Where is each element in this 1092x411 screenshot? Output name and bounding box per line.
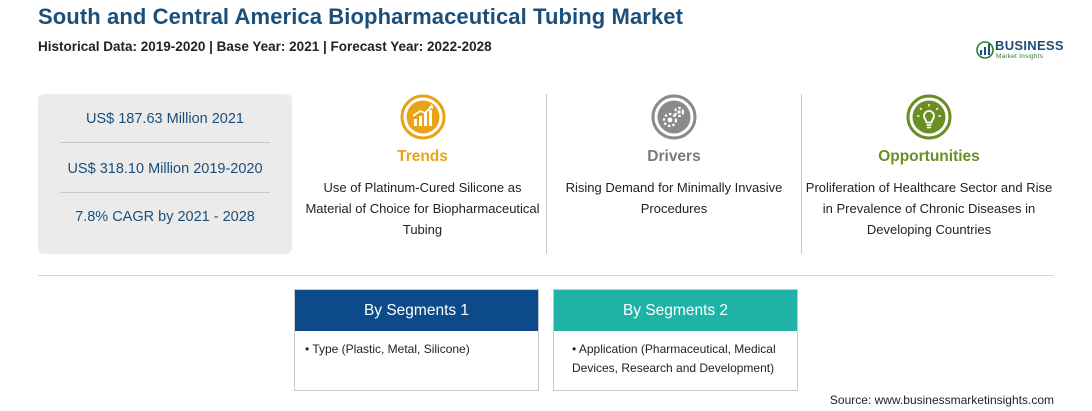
trends-text: Use of Platinum-Cured Silicone as Materi… bbox=[305, 180, 540, 237]
stat-divider bbox=[60, 142, 270, 143]
company-logo[interactable]: BUSINESS Market Insights bbox=[975, 38, 1065, 64]
logo-text-secondary: Market Insights bbox=[996, 53, 1044, 60]
market-stats-panel: US$ 187.63 Million 2021 US$ 318.10 Milli… bbox=[38, 94, 292, 254]
segment-2-heading: By Segments 2 bbox=[554, 290, 797, 331]
segment-card-1: By Segments 1 • Type (Plastic, Metal, Si… bbox=[294, 289, 539, 391]
page-subtitle: Historical Data: 2019-2020 | Base Year: … bbox=[38, 39, 492, 54]
opportunities-text: Proliferation of Healthcare Sector and R… bbox=[805, 180, 1053, 237]
opportunities-heading: Opportunities bbox=[878, 148, 980, 165]
opportunities-column: Opportunities Proliferation of Healthcar… bbox=[805, 94, 1053, 254]
logo-globe-icon bbox=[976, 41, 994, 59]
drivers-column: Drivers Rising Demand for Minimally Inva… bbox=[550, 94, 798, 254]
gears-icon bbox=[651, 94, 697, 140]
growth-chart-icon bbox=[400, 94, 446, 140]
stat-market-value-2021: US$ 187.63 Million 2021 bbox=[86, 111, 244, 127]
stat-cagr: 7.8% CAGR by 2021 - 2028 bbox=[75, 209, 255, 225]
source-note: Source: www.businessmarketinsights.com bbox=[829, 393, 1054, 407]
trends-heading: Trends bbox=[397, 148, 448, 165]
column-divider bbox=[801, 94, 802, 254]
drivers-heading: Drivers bbox=[647, 148, 701, 165]
segment-card-2: By Segments 2 • Application (Pharmaceuti… bbox=[553, 289, 798, 391]
segment-2-item: • Application (Pharmaceutical, Medical D… bbox=[572, 342, 776, 375]
stat-divider bbox=[60, 192, 270, 193]
segment-1-item: • Type (Plastic, Metal, Silicone) bbox=[305, 342, 470, 356]
stat-market-value-historical: US$ 318.10 Million 2019-2020 bbox=[67, 161, 263, 177]
column-divider bbox=[546, 94, 547, 254]
section-divider bbox=[38, 275, 1054, 276]
trends-column: Trends Use of Platinum-Cured Silicone as… bbox=[300, 94, 545, 254]
lightbulb-icon bbox=[906, 94, 952, 140]
drivers-text: Rising Demand for Minimally Invasive Pro… bbox=[565, 180, 783, 216]
logo-text-primary: BUSINESS bbox=[995, 38, 1064, 53]
page-title: South and Central America Biopharmaceuti… bbox=[38, 4, 684, 29]
segment-1-heading: By Segments 1 bbox=[295, 290, 538, 331]
